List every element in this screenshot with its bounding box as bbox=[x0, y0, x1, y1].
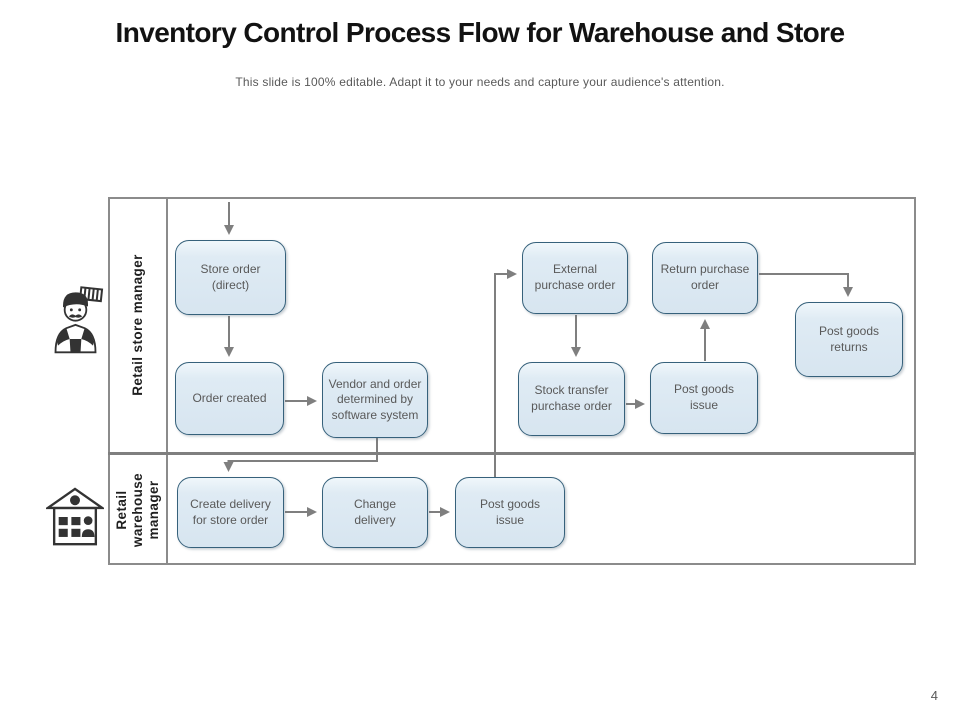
node-post-goods-issue-store: Post goods issue bbox=[650, 362, 758, 434]
node-vendor-order-software: Vendor and order determined by software … bbox=[322, 362, 428, 438]
store-manager-icon bbox=[50, 284, 106, 354]
lane-label-column-divider bbox=[166, 197, 168, 565]
page-number: 4 bbox=[930, 688, 938, 703]
warehouse-icon bbox=[44, 484, 106, 554]
node-store-order-direct: Store order (direct) bbox=[175, 240, 286, 315]
node-stock-transfer-purchase-order: Stock transfer purchase order bbox=[518, 362, 625, 436]
swimlane-frame bbox=[108, 197, 916, 565]
lane-label-retail-warehouse-manager: Retail warehouse manager bbox=[114, 472, 161, 548]
node-post-goods-returns: Post goods returns bbox=[795, 302, 903, 377]
node-post-goods-issue-warehouse: Post goods issue bbox=[455, 477, 565, 548]
slide-subtitle: This slide is 100% editable. Adapt it to… bbox=[235, 75, 725, 89]
node-order-created: Order created bbox=[175, 362, 284, 435]
node-external-purchase-order: External purchase order bbox=[522, 242, 628, 314]
node-create-delivery-for-store-order: Create delivery for store order bbox=[177, 477, 284, 548]
page-title: Inventory Control Process Flow for Wareh… bbox=[115, 17, 846, 48]
lane-divider bbox=[108, 452, 916, 455]
lane-label-retail-store-manager: Retail store manager bbox=[130, 254, 146, 396]
node-return-purchase-order: Return purchase order bbox=[652, 242, 758, 314]
node-change-delivery: Change delivery bbox=[322, 477, 428, 548]
